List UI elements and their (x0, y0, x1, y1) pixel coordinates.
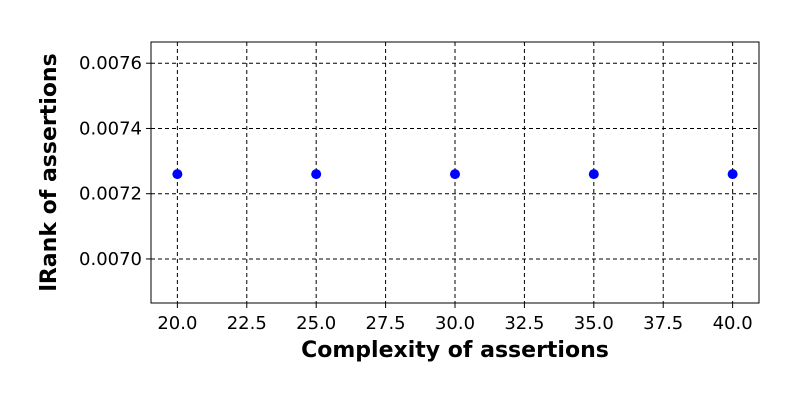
x-tick-label-7: 37.5 (643, 313, 683, 334)
data-point-3 (588, 169, 599, 180)
data-point-2 (450, 169, 460, 180)
x-tick-label-5: 32.5 (504, 313, 544, 334)
data-point-4 (727, 169, 738, 180)
x-tick-label-8: 40.0 (713, 313, 753, 334)
x-tick-label-3: 27.5 (366, 313, 406, 334)
x-tick-label-1: 22.5 (227, 313, 267, 334)
x-tick-label-2: 25.0 (296, 313, 336, 334)
x-tick-label-4: 30.0 (435, 313, 475, 334)
y-tick-label-0: 0.0070 (79, 249, 142, 270)
x-axis: 20.0 22.5 25.0 27.5 30.0 32.5 35.0 37.5 40.0 (157, 303, 753, 334)
data-point-1 (311, 169, 322, 180)
y-axis-title: lRank of assertions (37, 53, 62, 291)
data-point-0 (172, 169, 183, 180)
y-tick-label-2: 0.0074 (79, 118, 142, 139)
y-axis: 0.0070 0.0072 0.0074 0.0076 (79, 53, 151, 270)
x-axis-title: Complexity of assertions (301, 338, 609, 363)
x-tick-label-6: 35.0 (574, 313, 614, 334)
y-tick-label-1: 0.0072 (79, 184, 142, 205)
x-tick-label-0: 20.0 (157, 313, 197, 334)
data-points (172, 169, 738, 180)
y-tick-label-3: 0.0076 (79, 53, 142, 74)
grid (151, 42, 759, 303)
